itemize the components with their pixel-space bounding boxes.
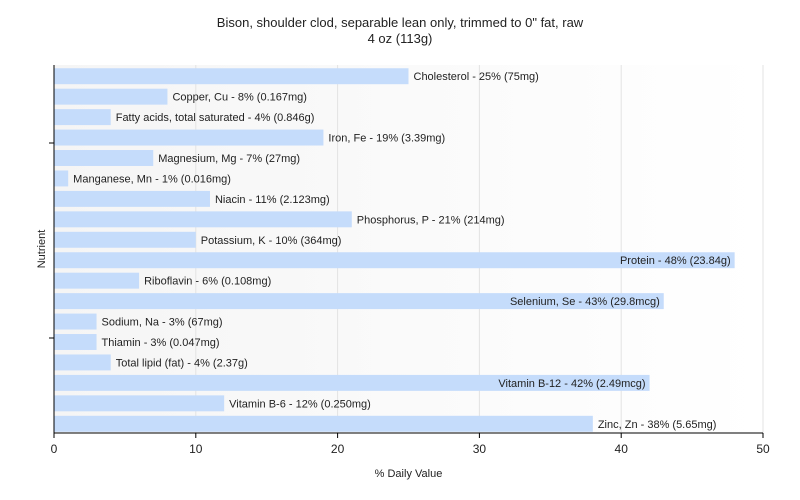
bar-1	[54, 88, 168, 105]
bar-label-10: Riboflavin - 6% (0.108mg)	[144, 276, 271, 288]
bar-7	[54, 211, 352, 228]
bar-2	[54, 109, 111, 126]
bar-6	[54, 190, 210, 207]
bar-label-4: Magnesium, Mg - 7% (27mg)	[158, 153, 300, 165]
plot-background	[54, 65, 763, 433]
x-tick-label-2: 20	[331, 442, 345, 456]
bar-4	[54, 150, 154, 166]
bar-17	[54, 415, 593, 432]
bar-label-0: Cholesterol - 25% (75mg)	[414, 71, 539, 83]
x-tick-label-3: 30	[473, 442, 487, 456]
bar-label-14: Total lipid (fat) - 4% (2.37g)	[116, 357, 248, 369]
bar-0	[54, 68, 409, 85]
bar-label-13: Thiamin - 3% (0.047mg)	[102, 337, 220, 349]
x-axis-label: % Daily Value	[375, 468, 443, 480]
bar-3	[54, 129, 324, 146]
bar-label-3: Iron, Fe - 19% (3.39mg)	[328, 133, 445, 145]
bar-8	[54, 231, 196, 248]
bar-label-12: Sodium, Na - 3% (67mg)	[102, 317, 223, 329]
bar-label-8: Potassium, K - 10% (364mg)	[201, 235, 342, 247]
bar-14	[54, 354, 111, 371]
bar-label-1: Copper, Cu - 8% (0.167mg)	[172, 92, 307, 104]
bar-9	[54, 252, 735, 269]
bar-label-2: Fatty acids, total saturated - 4% (0.846…	[116, 112, 315, 124]
bar-label-16: Vitamin B-6 - 12% (0.250mg)	[229, 398, 371, 410]
x-tick-label-5: 50	[756, 442, 770, 456]
x-tick-label-1: 10	[189, 442, 203, 456]
y-axis-label: Nutrient	[36, 230, 48, 269]
chart-subtitle: 4 oz (113g)	[367, 31, 433, 46]
chart-title: Bison, shoulder clod, separable lean onl…	[216, 15, 584, 30]
bar-label-15: Vitamin B-12 - 42% (2.49mcg)	[498, 378, 645, 390]
bar-label-6: Niacin - 11% (2.123mg)	[215, 194, 330, 206]
bar-16	[54, 395, 225, 412]
bar-15	[54, 374, 650, 391]
bar-label-17: Zinc, Zn - 38% (5.65mg)	[598, 419, 717, 431]
bar-label-7: Phosphorus, P - 21% (214mg)	[357, 214, 505, 226]
bar-12	[54, 313, 97, 330]
bar-label-9: Protein - 48% (23.84g)	[620, 255, 731, 267]
bar-5	[54, 170, 69, 187]
bar-label-5: Manganese, Mn - 1% (0.016mg)	[73, 173, 231, 185]
bar-13	[54, 334, 97, 350]
bar-11	[54, 293, 664, 310]
bar-10	[54, 272, 140, 289]
x-tick-label-4: 40	[615, 442, 629, 456]
bar-label-11: Selenium, Se - 43% (29.8mcg)	[510, 296, 660, 308]
x-tick-label-0: 0	[51, 442, 58, 456]
